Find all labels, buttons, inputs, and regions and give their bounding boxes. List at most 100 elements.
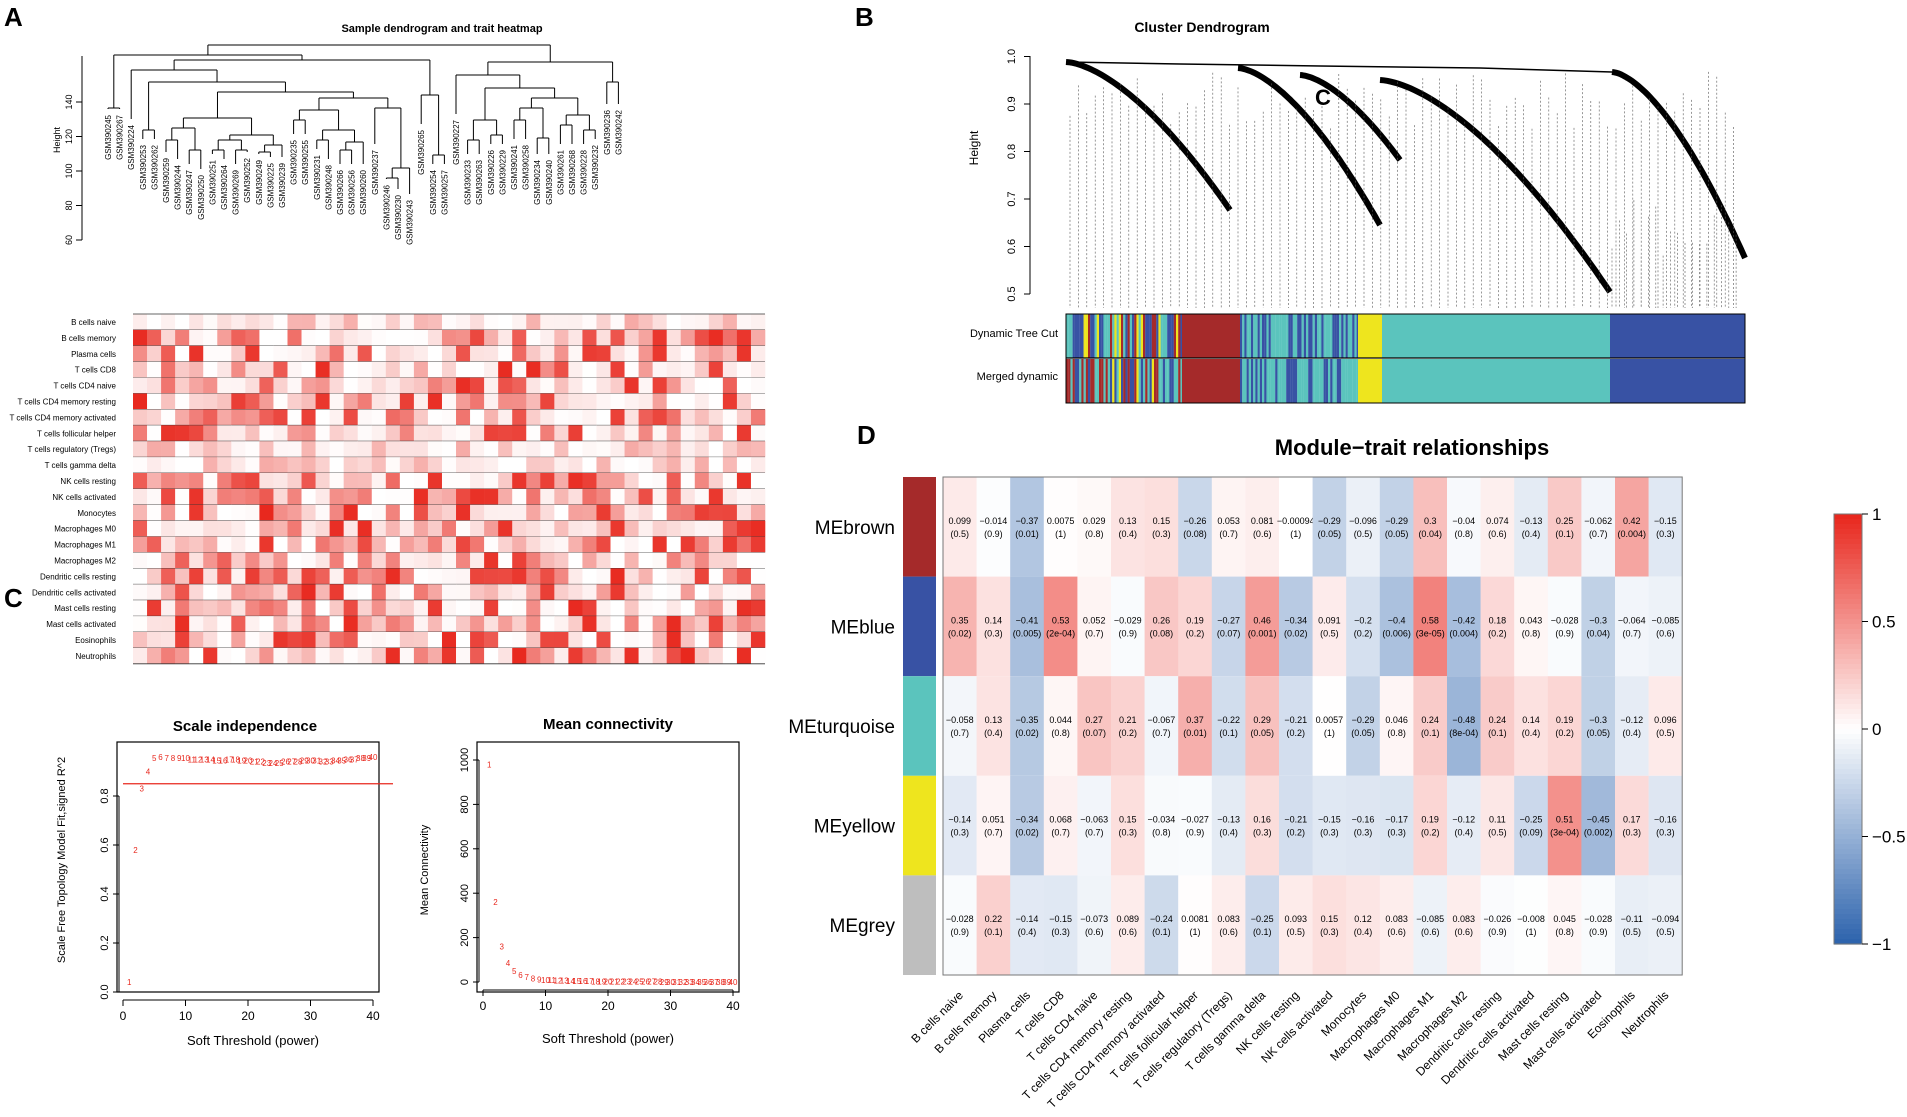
colorbar-step [1834, 799, 1862, 805]
trait-heat-cell [231, 616, 246, 632]
trait-heat-cell [427, 568, 443, 585]
trait-heat-cell [161, 314, 176, 330]
trait-heat-cell [203, 329, 218, 346]
heat-cell [1077, 676, 1112, 776]
trait-heat-cell [189, 345, 204, 362]
trait-heat-cell [189, 536, 204, 553]
trait-heat-cell [554, 441, 569, 458]
trait-heat-cell [273, 361, 288, 378]
colorbar-step [1834, 769, 1862, 775]
p-value: (1) [1190, 927, 1201, 937]
trait-heat-cell [456, 329, 471, 346]
trait-heat-cell [498, 361, 513, 378]
colorbar-step [1834, 909, 1862, 915]
trait-heat-cell [554, 361, 569, 378]
cluster-branch [1379, 77, 1613, 294]
trait-heat-cell [315, 314, 330, 330]
colorbar-step [1834, 709, 1862, 715]
p-value: (0.6) [1421, 927, 1440, 937]
colorbar-step [1834, 704, 1862, 710]
trait-heat-cell [273, 520, 288, 537]
module-color-stripe [1165, 359, 1168, 403]
module-color-stripe [1094, 359, 1097, 403]
trait-heat-cell [610, 504, 625, 521]
sample-label: GSM390246 [382, 184, 391, 229]
trait-heat-cell [624, 393, 639, 410]
trait-heat-cell [245, 425, 260, 442]
power-point: 39 [362, 754, 371, 763]
trait-heat-cell [596, 584, 611, 601]
trait-heat-cell [498, 345, 513, 362]
colorbar-step [1834, 784, 1862, 790]
module-color-stripe [1066, 359, 1069, 403]
module-color-stripe [1088, 359, 1091, 403]
trait-heat-cell [301, 632, 316, 648]
module-color-stripe [1176, 314, 1179, 358]
module-color-stripe [1352, 314, 1355, 358]
trait-heat-cell [259, 409, 274, 426]
trait-heat-cell [245, 552, 260, 569]
module-trait-title: Module−trait relationships [1275, 435, 1549, 460]
trait-heat-cell [666, 600, 682, 617]
module-color-stripe [1167, 314, 1170, 358]
trait-heat-cell [413, 616, 429, 632]
trait-heat-cell [287, 393, 302, 410]
trait-heat-cell [708, 552, 724, 569]
power-point: 3 [140, 785, 145, 794]
trait-heat-cell [540, 377, 555, 394]
trait-heat-cell [175, 552, 190, 569]
trait-heat-cell [470, 345, 485, 362]
correlation-value: −0.13 [1520, 516, 1543, 526]
trait-heat-cell [147, 568, 162, 585]
trait-heat-cell [512, 647, 527, 664]
colorbar-step [1834, 579, 1862, 585]
trait-heat-cell [750, 457, 766, 473]
trait-heat-cell [498, 329, 513, 346]
trait-heat-cell [259, 568, 274, 585]
sample-label: GSM390251 [208, 159, 217, 204]
colorbar-step [1834, 524, 1862, 530]
colorbar-step [1834, 844, 1862, 850]
trait-heat-cell [133, 345, 148, 362]
trait-heat-cell [441, 584, 457, 601]
trait-heat-cell [680, 568, 696, 585]
x-tick-label: 10 [179, 1009, 193, 1023]
p-value: (0.9) [951, 927, 970, 937]
trait-heat-cell [610, 314, 625, 330]
trait-heat-cell [470, 632, 485, 648]
trait-heat-cell [371, 409, 387, 426]
trait-heat-cell [287, 616, 302, 632]
module-color-stripe [1158, 359, 1161, 403]
trait-heat-cell [666, 632, 682, 648]
trait-heat-cell [357, 584, 373, 601]
trait-heat-cell [638, 616, 653, 632]
trait-heat-cell [736, 425, 752, 442]
trait-heat-cell [694, 616, 710, 632]
trait-heat-cell [568, 473, 583, 489]
trait-heat-cell [217, 314, 232, 330]
trait-heat-cell [301, 345, 316, 362]
heat-cell [1447, 875, 1481, 975]
trait-label: B cells naive [71, 318, 116, 327]
colorbar-step [1834, 539, 1862, 545]
p-value: (0.07) [1217, 628, 1241, 638]
p-value: (0.8) [1387, 728, 1406, 738]
power-point: 22 [256, 758, 265, 767]
trait-heat-cell [694, 425, 710, 442]
trait-heat-cell [680, 441, 696, 458]
trait-heat-cell [582, 552, 597, 569]
correlation-value: 0.29 [1253, 715, 1271, 725]
heat-cell [1615, 875, 1649, 975]
power-point: 25 [635, 978, 644, 987]
trait-heat-cell [217, 329, 232, 346]
trait-heat-cell [161, 536, 176, 553]
trait-heat-cell [610, 457, 625, 473]
module-color-stripe [1273, 314, 1276, 358]
trait-heat-cell [750, 632, 766, 648]
trait-heat-cell [456, 552, 471, 569]
heat-cell [1615, 676, 1649, 776]
trait-heat-cell [540, 488, 555, 505]
power-point: 9 [177, 754, 182, 763]
trait-label: Macrophages M2 [54, 556, 116, 565]
trait-heat-cell [175, 441, 190, 458]
